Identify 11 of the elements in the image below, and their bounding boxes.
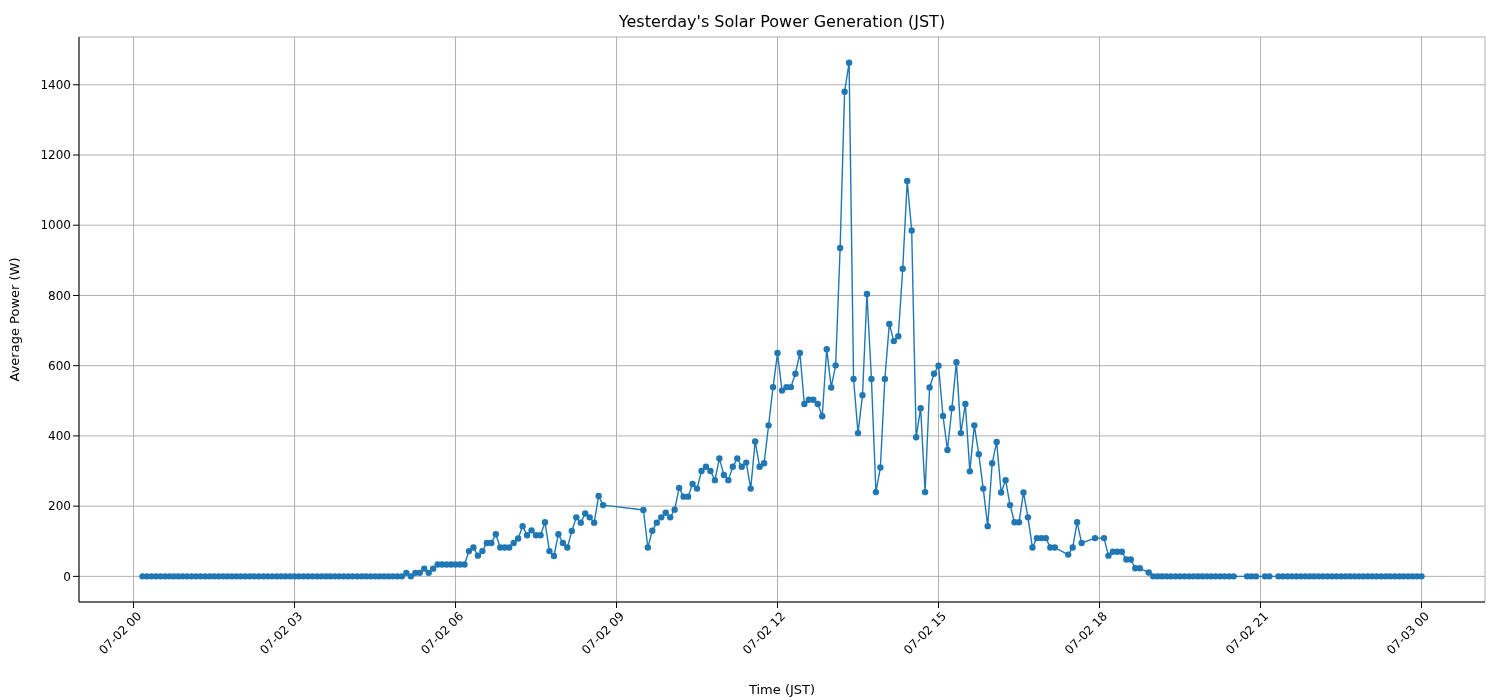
y-tick-label: 800 <box>48 288 71 303</box>
y-tick-label: 400 <box>48 429 71 444</box>
y-tick-label: 1200 <box>40 148 71 163</box>
chart-title: Yesterday's Solar Power Generation (JST) <box>617 12 947 31</box>
y-tick-label: 1400 <box>40 78 71 93</box>
y-tick-label: 600 <box>48 358 71 373</box>
y-axis-title: Average Power (W) <box>6 257 22 382</box>
y-tick-label: 200 <box>48 499 71 514</box>
x-axis-title: Time (JST) <box>747 682 816 697</box>
y-tick-label: 1000 <box>40 218 71 233</box>
y-tick-label: 0 <box>63 569 71 584</box>
